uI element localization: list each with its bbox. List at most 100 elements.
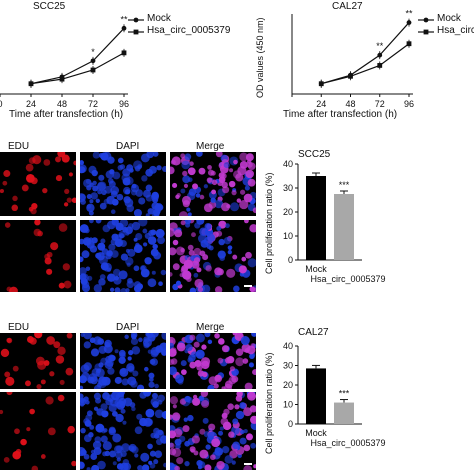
cell-nucleus	[186, 276, 192, 282]
cell-nucleus	[218, 465, 223, 470]
cell-nucleus	[102, 451, 108, 457]
cell-nucleus	[187, 212, 192, 216]
cell-nucleus	[170, 272, 173, 277]
cell-nucleus	[150, 248, 159, 257]
cell-nucleus	[183, 417, 188, 422]
cell-nucleus	[248, 362, 254, 368]
line2-significance: **	[376, 41, 384, 51]
cell-nucleus	[243, 193, 253, 203]
cell-nucleus	[117, 157, 124, 164]
cell-nucleus	[234, 404, 240, 410]
legend-mock-marker	[128, 17, 144, 23]
bar1-y-tick-label: 10	[283, 231, 293, 241]
cell-nucleus	[96, 182, 106, 191]
cell-nucleus	[186, 207, 191, 212]
cell-nucleus	[89, 220, 94, 224]
cell-nucleus	[184, 220, 192, 225]
cell-nucleus	[194, 278, 204, 288]
cell-nucleus	[252, 369, 256, 376]
cell-nucleus	[205, 444, 211, 450]
cell-nucleus	[247, 258, 256, 268]
cell-nucleus	[184, 460, 190, 467]
micrograph-cells	[0, 392, 76, 470]
scale-bar	[244, 463, 252, 465]
cell-nucleus	[231, 190, 237, 196]
cell-nucleus	[124, 189, 131, 195]
line2-point-mock	[377, 52, 383, 58]
cell-nucleus	[4, 222, 11, 228]
cell-nucleus	[162, 165, 166, 173]
cell-nucleus	[73, 160, 76, 166]
cell-nucleus	[98, 345, 107, 354]
cell-nucleus	[207, 339, 213, 345]
cell-nucleus	[143, 242, 148, 247]
cell-nucleus	[80, 385, 84, 389]
legend-mock-marker-2	[418, 17, 434, 23]
cell-nucleus	[80, 446, 86, 457]
scale-bar	[244, 285, 252, 287]
cell-nucleus	[58, 223, 68, 232]
cell-nucleus	[93, 406, 99, 411]
cell-nucleus	[99, 202, 107, 210]
cell-nucleus	[172, 283, 179, 291]
cell-nucleus	[83, 238, 91, 246]
cell-nucleus	[204, 333, 211, 338]
cell-nucleus	[239, 429, 245, 435]
cell-nucleus	[236, 392, 243, 398]
cell-nucleus	[205, 265, 212, 272]
cell-nucleus	[249, 405, 256, 413]
micrograph-cells	[80, 152, 166, 216]
cell-nucleus	[245, 251, 252, 259]
cell-nucleus	[235, 410, 245, 420]
cell-nucleus	[127, 278, 133, 284]
cell-nucleus	[111, 233, 119, 241]
cell-nucleus	[121, 378, 129, 386]
cell-nucleus	[112, 171, 121, 180]
cell-nucleus	[197, 234, 207, 244]
cell-nucleus	[181, 160, 191, 170]
cell-nucleus	[123, 397, 133, 407]
cell-nucleus	[11, 204, 19, 212]
cell-nucleus	[207, 165, 212, 170]
cell-nucleus	[190, 448, 195, 453]
bar-chart-2-ylabel: Cell proliferation ratio (%)	[264, 352, 274, 454]
cell-nucleus	[40, 379, 46, 385]
cell-nucleus	[106, 394, 115, 402]
cell-nucleus	[131, 406, 136, 412]
line1-x-tick-label: 96	[119, 99, 129, 109]
cell-nucleus	[191, 232, 196, 238]
cell-nucleus	[220, 417, 229, 426]
cell-nucleus	[249, 224, 256, 233]
cell-nucleus	[153, 459, 159, 465]
cell-nucleus	[207, 384, 215, 389]
cell-nucleus	[202, 417, 209, 424]
cell-nucleus	[98, 376, 108, 386]
cell-nucleus	[184, 153, 192, 161]
cell-nucleus	[217, 357, 224, 364]
cell-nucleus	[226, 268, 236, 278]
cell-nucleus	[141, 175, 148, 182]
cell-nucleus	[152, 243, 158, 250]
cell-nucleus	[187, 167, 196, 176]
cell-nucleus	[240, 335, 250, 346]
cell-nucleus	[170, 359, 175, 366]
cell-nucleus	[150, 432, 157, 439]
cell-nucleus	[185, 343, 193, 352]
cell-nucleus	[104, 360, 114, 369]
cell-nucleus	[170, 166, 175, 175]
cell-nucleus	[115, 238, 124, 247]
cell-nucleus	[154, 450, 163, 458]
line1-point-circ	[121, 50, 127, 56]
cell-nucleus	[131, 183, 137, 189]
row1-header-merge: Merge	[196, 141, 225, 152]
cell-nucleus	[154, 409, 164, 419]
cell-nucleus	[204, 464, 212, 470]
line2-point-mock	[406, 20, 412, 25]
cell-nucleus	[145, 408, 155, 418]
cell-nucleus	[107, 156, 115, 164]
micrograph-cells	[170, 333, 256, 389]
cell-nucleus	[197, 465, 203, 470]
cell-nucleus	[136, 413, 143, 420]
bar1-category-label: Hsa_circ_0005379	[310, 274, 385, 284]
